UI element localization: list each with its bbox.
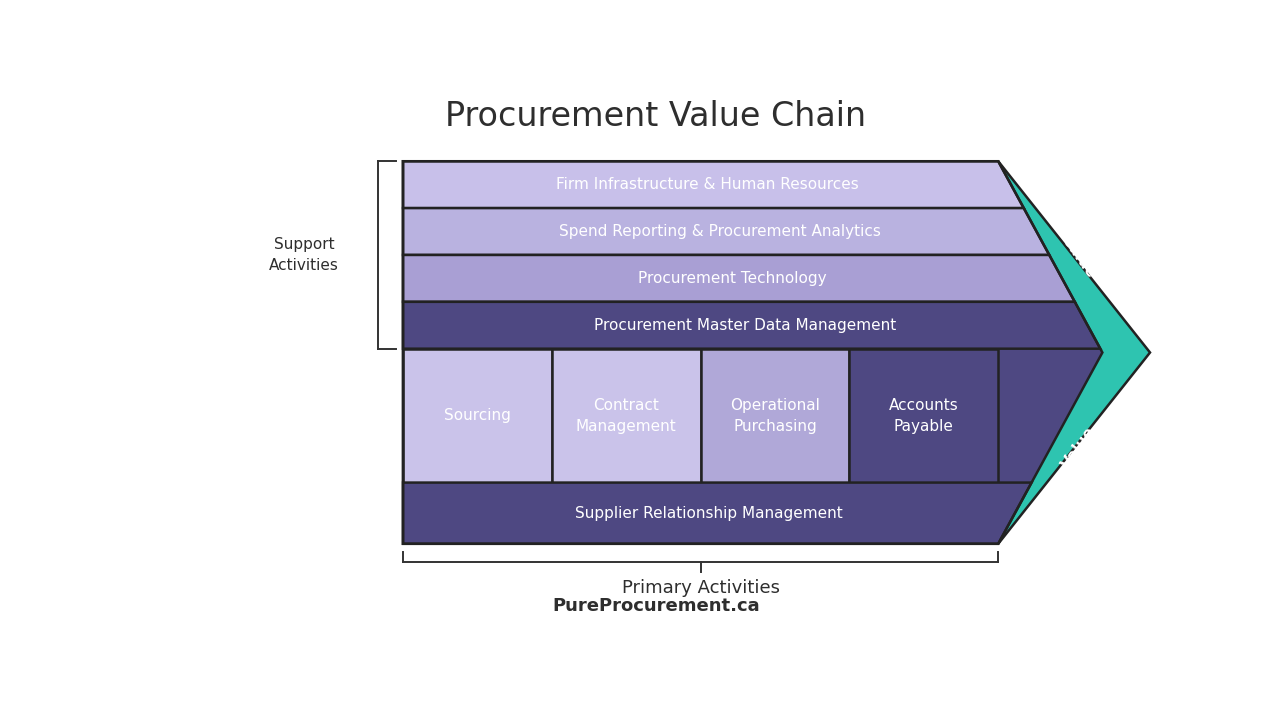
Text: Procurement Master Data Management: Procurement Master Data Management: [594, 318, 896, 333]
Text: Contract
Management: Contract Management: [576, 397, 677, 433]
Text: Operational
Purchasing: Operational Purchasing: [730, 397, 820, 433]
Polygon shape: [403, 348, 552, 482]
Text: Sourcing: Sourcing: [444, 408, 511, 423]
Text: Support
Activities: Support Activities: [269, 237, 339, 273]
Polygon shape: [403, 161, 1102, 544]
Polygon shape: [403, 482, 1032, 544]
Text: Procurement Technology: Procurement Technology: [639, 271, 827, 286]
Polygon shape: [403, 161, 1149, 544]
Text: Supplier Relationship Management: Supplier Relationship Management: [575, 505, 842, 521]
Polygon shape: [403, 161, 1024, 208]
Polygon shape: [552, 348, 700, 482]
Text: Primary Activities: Primary Activities: [622, 579, 780, 597]
Text: Spend Reporting & Procurement Analytics: Spend Reporting & Procurement Analytics: [559, 224, 881, 239]
Polygon shape: [700, 348, 850, 482]
Text: Value: Value: [1060, 424, 1100, 472]
Text: Procurement Value Chain: Procurement Value Chain: [445, 100, 867, 133]
Polygon shape: [403, 255, 1075, 302]
Text: Accounts
Payable: Accounts Payable: [890, 397, 959, 433]
Polygon shape: [403, 208, 1050, 255]
Polygon shape: [403, 302, 1101, 348]
Text: PureProcurement.ca: PureProcurement.ca: [552, 598, 760, 616]
Polygon shape: [850, 348, 998, 482]
Text: Firm Infrastructure & Human Resources: Firm Infrastructure & Human Resources: [556, 177, 859, 192]
Text: Value: Value: [1060, 233, 1100, 281]
